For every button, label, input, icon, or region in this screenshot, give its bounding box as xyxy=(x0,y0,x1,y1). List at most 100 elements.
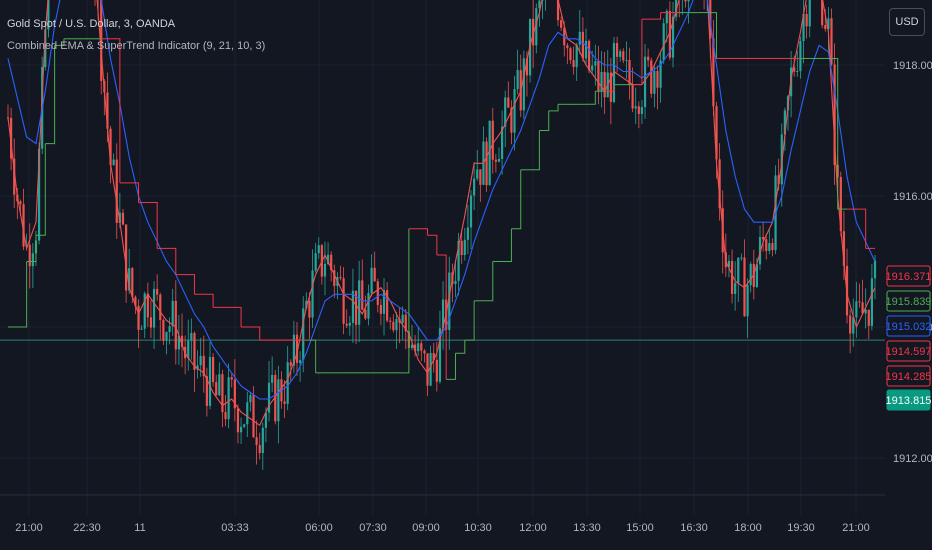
candle-body xyxy=(401,314,404,323)
supertrend-segment xyxy=(548,104,559,112)
candle-body xyxy=(199,355,202,366)
candle-body xyxy=(348,322,351,326)
candle-body xyxy=(556,0,560,21)
x-tick-label: 19:30 xyxy=(787,522,815,534)
candle-body xyxy=(494,159,497,162)
candle-body xyxy=(249,395,252,403)
candle-body xyxy=(128,268,131,291)
candle-body xyxy=(159,294,162,321)
candle-body xyxy=(855,301,858,318)
indicator-title[interactable]: Combined EMA & SuperTrend Indicator (9, … xyxy=(7,40,266,52)
price-label: 1914.285 xyxy=(886,365,931,387)
candle-body xyxy=(799,41,802,72)
supertrend-segment xyxy=(483,261,494,302)
supertrend-segment xyxy=(446,353,456,380)
candle-body xyxy=(44,29,47,67)
supertrend-segment xyxy=(399,228,410,374)
indicator-lines xyxy=(7,0,876,427)
symbol-title[interactable]: Gold Spot / U.S. Dollar, 3, OANDA xyxy=(7,18,176,30)
candle-body xyxy=(597,61,600,92)
price-label-box xyxy=(886,389,931,411)
candle-body xyxy=(581,31,584,59)
candle-body xyxy=(532,18,535,46)
candle-body xyxy=(640,107,644,114)
candle-body xyxy=(271,374,274,383)
candle-body xyxy=(441,299,445,329)
candle-body xyxy=(239,426,243,433)
candle-body xyxy=(121,212,125,225)
candle-body xyxy=(379,304,383,314)
candle-body xyxy=(718,159,721,209)
candle-body xyxy=(236,408,240,433)
candle-body xyxy=(504,97,507,127)
candle-body xyxy=(566,45,569,49)
supertrend-segment xyxy=(464,300,475,341)
candle-body xyxy=(429,353,432,386)
candle-body xyxy=(485,141,488,186)
candle-body xyxy=(591,65,594,71)
candle-body xyxy=(852,317,855,334)
supertrend-segment xyxy=(455,340,466,354)
candle-body xyxy=(258,445,261,454)
x-tick-label: 22:30 xyxy=(73,522,101,534)
supertrend-segment xyxy=(586,91,596,105)
candle-body xyxy=(755,264,759,287)
candle-body xyxy=(569,48,572,61)
time-axis[interactable]: 21:00 22:30 11 03:33 06:00 07:30 09:00 10:30 12:… xyxy=(15,522,870,534)
x-tick-label: 21:00 xyxy=(842,522,870,534)
supertrend-segment xyxy=(185,274,195,295)
candle-body xyxy=(675,0,678,17)
candle-body xyxy=(292,334,295,366)
candle-body xyxy=(448,272,451,330)
supertrend-segment xyxy=(502,228,512,262)
supertrend-segment xyxy=(530,130,540,171)
ema-9-line xyxy=(7,0,876,427)
supertrend-segment xyxy=(203,293,214,308)
candle-body xyxy=(861,302,864,314)
candle-body xyxy=(460,240,463,256)
candle-body xyxy=(631,84,634,109)
candle-body xyxy=(255,437,258,446)
candle-body xyxy=(323,263,327,277)
supertrend-segment xyxy=(632,19,643,86)
candle-body xyxy=(575,44,578,68)
currency-button[interactable]: USD xyxy=(889,8,925,36)
candle-body xyxy=(165,332,168,341)
candle-body xyxy=(522,58,525,111)
candle-body xyxy=(491,120,494,160)
candle-body xyxy=(361,280,364,310)
candle-body xyxy=(118,212,121,223)
candle-body xyxy=(211,357,215,383)
candle-body xyxy=(497,158,501,162)
candle-body xyxy=(749,263,752,286)
candle-body xyxy=(438,328,442,382)
candle-body xyxy=(488,120,491,186)
supertrend-segment xyxy=(35,143,46,236)
price-label-text: 1915.032 xyxy=(886,321,932,333)
candle-body xyxy=(746,285,749,317)
x-tick-label: 06:00 xyxy=(305,522,333,534)
price-label-box xyxy=(886,340,931,362)
candle-body xyxy=(435,359,438,382)
candle-body xyxy=(305,300,308,309)
candle-body xyxy=(873,260,877,279)
candle-body xyxy=(180,335,184,347)
candle-body xyxy=(625,59,628,61)
candle-body xyxy=(849,315,852,334)
supertrend-segment xyxy=(54,38,65,46)
candle-body xyxy=(364,309,367,319)
candle-body xyxy=(647,56,650,61)
candle-body xyxy=(367,293,370,319)
candle-body xyxy=(221,374,224,413)
candle-body xyxy=(190,333,193,341)
candle-body xyxy=(373,267,376,282)
candle-body xyxy=(560,20,563,28)
x-tick-label: 10:30 xyxy=(464,522,492,534)
candle-body xyxy=(783,110,786,135)
candle-body xyxy=(687,0,690,2)
candle-body xyxy=(131,268,134,297)
x-tick-label: 09:00 xyxy=(412,522,440,534)
candle-body xyxy=(830,18,833,65)
candle-body xyxy=(243,424,246,427)
